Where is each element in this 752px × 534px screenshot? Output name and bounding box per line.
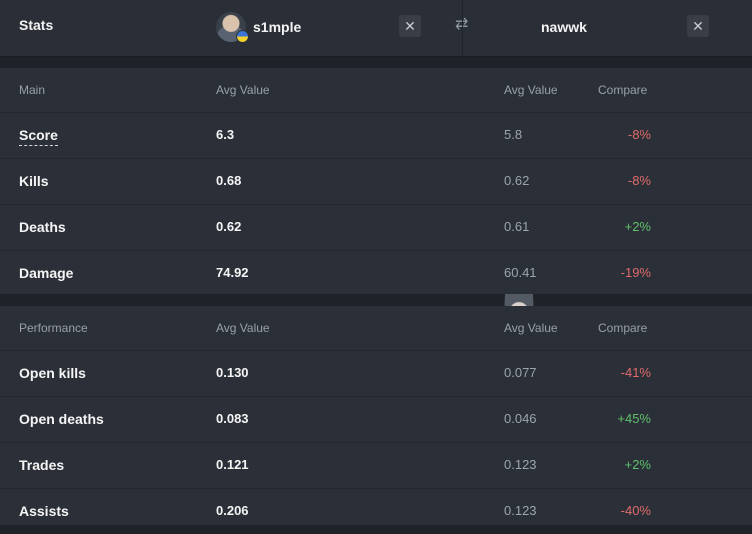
compare-value: -8% [627,173,651,188]
stat-name: Assists [19,503,69,519]
table-row: Damage 74.92 60.41 -19% [0,251,752,296]
player1-remove-button[interactable]: ✕ [399,15,421,37]
player2-value: 0.123 [504,503,537,518]
player1-value: 6.3 [216,127,235,142]
stat-name[interactable]: Score [19,127,58,146]
compare-value: -40% [620,503,651,518]
table-row: Score 6.3 5.8 -8% [0,113,752,159]
player1-avatar [216,12,249,43]
column-header-avg-player2: Avg Value [504,321,558,335]
section-title: Performance [19,321,88,335]
compare-value: -19% [620,265,651,280]
stat-name: Open kills [19,365,86,381]
header-divider [462,0,463,56]
table-row: Open deaths 0.083 0.046 +45% [0,397,752,443]
player1-value: 0.130 [216,365,249,380]
column-header-avg-player2: Avg Value [504,83,558,97]
stat-name: Open deaths [19,411,104,427]
section-title: Main [19,83,46,97]
comparison-header: Stats s1mple ✕ ⇄ nawwk ✕ [0,0,752,444]
player2-remove-button[interactable]: ✕ [687,15,709,37]
table-row: Assists 0.206 0.123 -40% [0,489,752,534]
player2-value: 0.077 [504,365,537,380]
compare-value: +45% [617,411,651,426]
performance-stats-panel: Performance Avg Value Avg Value Compare … [0,306,752,525]
swap-players-icon[interactable]: ⇄ [455,14,468,34]
score-tooltip-label[interactable]: Score [19,127,58,146]
player2-value: 0.61 [504,219,530,234]
player1-value: 0.62 [216,219,242,234]
column-header-compare: Compare [598,321,648,335]
player1-value: 74.92 [216,265,249,280]
player1-value: 0.083 [216,411,249,426]
stat-name: Trades [19,457,65,473]
table-row: Deaths 0.62 0.61 +2% [0,205,752,251]
player1-selector[interactable]: s1mple [216,10,301,44]
table-row: Trades 0.121 0.123 +2% [0,443,752,489]
player2-selector[interactable]: nawwk [504,10,587,444]
player2-value: 0.046 [504,411,537,426]
player1-name: s1mple [253,19,302,35]
column-header-avg-player1: Avg Value [216,321,270,335]
table-row: Kills 0.68 0.62 -8% [0,159,752,205]
compare-value: +2% [624,457,651,472]
compare-value: -41% [620,365,651,380]
player2-name: nawwk [541,19,587,35]
section-header: Main Avg Value Avg Value Compare [0,68,752,113]
section-header: Performance Avg Value Avg Value Compare [0,306,752,351]
stat-name: Damage [19,265,74,281]
column-header-compare: Compare [598,83,648,97]
player2-value: 5.8 [504,127,523,142]
stat-name: Kills [19,173,49,189]
player1-value: 0.121 [216,457,249,472]
compare-value: -8% [627,127,651,142]
player2-value: 0.123 [504,457,537,472]
header-title: Stats [19,17,54,33]
player1-value: 0.68 [216,173,242,188]
close-icon: ✕ [404,17,416,34]
stat-name: Deaths [19,219,66,235]
player2-value: 60.41 [504,265,537,280]
compare-value: +2% [624,219,651,234]
player2-value: 0.62 [504,173,530,188]
table-row: Open kills 0.130 0.077 -41% [0,351,752,397]
ukraine-flag-icon [236,30,249,43]
player1-value: 0.206 [216,503,249,518]
column-header-avg-player1: Avg Value [216,83,270,97]
close-icon: ✕ [692,17,704,34]
main-stats-panel: Main Avg Value Avg Value Compare Score 6… [0,68,752,294]
